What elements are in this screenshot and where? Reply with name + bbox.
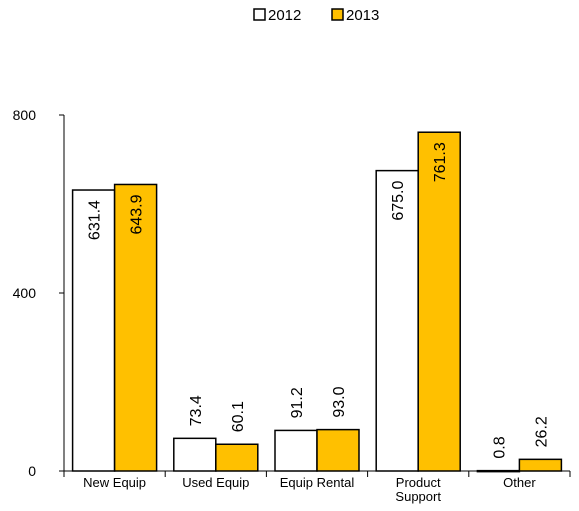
data-label: 675.0 (390, 181, 407, 221)
bar-2013 (518, 458, 563, 472)
x-tick-label: New Equip (83, 475, 146, 490)
bar-2012 (274, 429, 318, 472)
legend-label: 2012 (268, 7, 301, 24)
data-label: 631.4 (87, 200, 104, 240)
data-label: 761.3 (432, 142, 449, 182)
bar-2013 (316, 428, 360, 472)
data-label: 60.1 (230, 401, 247, 432)
x-tick-label: Used Equip (182, 475, 249, 490)
y-tick-label: 800 (13, 107, 37, 123)
y-tick-label: 0 (28, 463, 36, 479)
x-tick-label: Other (503, 475, 536, 490)
data-label: 643.9 (129, 194, 146, 234)
data-label: 26.2 (533, 416, 550, 447)
y-tick-label: 400 (13, 285, 37, 301)
data-label: 0.8 (491, 436, 508, 458)
bar-2013 (215, 443, 259, 472)
x-tick-label: Equip Rental (280, 475, 355, 490)
data-label: 91.2 (289, 387, 306, 418)
bar-2013 (113, 183, 158, 472)
legend-swatch-2012 (253, 8, 266, 21)
bar-2012 (476, 469, 521, 473)
bar-2013 (417, 131, 461, 472)
data-label: 93.0 (331, 386, 348, 417)
legend-label: 2013 (346, 7, 379, 24)
bar-2012 (173, 437, 217, 472)
bar-2012 (71, 189, 116, 472)
data-label: 73.4 (188, 395, 205, 426)
x-tick-label: Product Support (395, 475, 441, 504)
legend-swatch-2013 (331, 8, 344, 21)
